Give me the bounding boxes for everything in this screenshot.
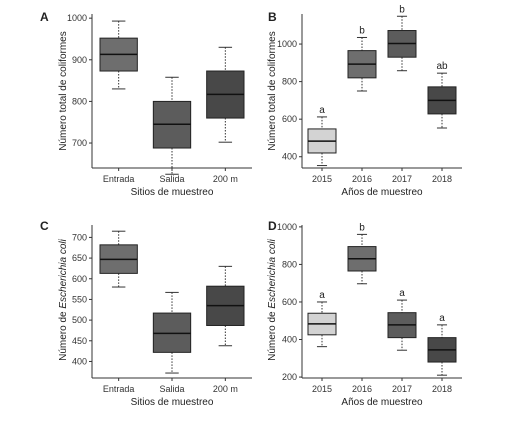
x-axis-title: Años de muestreo: [341, 187, 423, 198]
significance-label: a: [319, 290, 325, 301]
y-tick-label: 700: [72, 138, 87, 148]
x-tick-label: 200 m: [213, 174, 238, 184]
x-axis-title: Sitios de muestreo: [131, 397, 214, 408]
x-tick-label: 2017: [392, 174, 412, 184]
x-tick-label: 2018: [432, 384, 452, 394]
y-tick-label: 400: [72, 356, 87, 366]
x-tick-label: 2018: [432, 174, 452, 184]
y-axis-title-species: Escherichia coli: [58, 238, 69, 308]
box-2018: a: [427, 313, 457, 376]
y-tick-label: 1000: [277, 222, 297, 232]
significance-label: ab: [436, 61, 448, 72]
box-Entrada: [99, 230, 138, 288]
y-tick-label: 700: [72, 232, 87, 242]
box-2016: b: [347, 25, 377, 92]
x-tick-label: 2015: [312, 384, 332, 394]
y-axis-title: Número total de coliformes: [267, 31, 278, 151]
panel-letter: B: [268, 10, 277, 24]
y-axis-title: Número de Escherichia coli: [267, 238, 278, 361]
x-tick-label: Entrada: [103, 174, 135, 184]
box-Entrada: [99, 20, 138, 90]
x-tick-label: 2015: [312, 174, 332, 184]
significance-label: a: [439, 313, 445, 324]
box-2017: a: [387, 288, 417, 351]
significance-label: a: [399, 288, 405, 299]
y-axis-title: Número total de coliformes: [58, 31, 69, 151]
significance-label: b: [399, 4, 405, 15]
box-2016: b: [347, 222, 377, 285]
x-tick-label: Salida: [159, 174, 184, 184]
y-tick-label: 650: [72, 253, 87, 263]
y-tick-label: 800: [282, 77, 297, 87]
panel-B: B 400 600 800 1000 2015 2016 2017 2018 Años de mu…: [267, 4, 462, 198]
x-tick-label: 2016: [352, 384, 372, 394]
y-axis-title-text: Número total de coliformes: [58, 31, 69, 151]
y-tick-label: 800: [72, 96, 87, 106]
panel-letter: D: [268, 219, 277, 233]
significance-label: a: [319, 105, 325, 116]
box-200 m: [206, 265, 245, 347]
panel-C: C 400 450 500 550 600 650 700 Entrada Salida 200 m…: [40, 219, 252, 408]
y-axis-title-text: Número total de coliformes: [267, 31, 278, 151]
y-tick-label: 800: [282, 259, 297, 269]
y-axis-title-text: Número de: [267, 309, 278, 361]
x-tick-label: 2017: [392, 384, 412, 394]
y-tick-label: 600: [72, 274, 87, 284]
x-tick-label: Salida: [159, 384, 184, 394]
box-Salida: [152, 76, 192, 175]
significance-label: b: [359, 25, 365, 36]
y-tick-label: 200: [282, 372, 297, 382]
box-2015: a: [307, 105, 337, 167]
significance-label: b: [359, 222, 365, 233]
y-tick-label: 600: [282, 114, 297, 124]
box-2018: ab: [427, 61, 457, 129]
panel-A: A 700 800 900 1000 Entrada Salida 200 m Sitios d…: [40, 10, 252, 198]
box-Salida: [152, 291, 192, 374]
y-tick-label: 550: [72, 294, 87, 304]
y-axis-title: Número de Escherichia coli: [58, 238, 69, 361]
box-200 m: [206, 46, 245, 143]
y-tick-label: 1000: [67, 13, 87, 23]
panel-D: D 200 400 600 800 1000 2015 2016 2017 2018 Años de…: [267, 219, 462, 408]
y-tick-label: 600: [282, 297, 297, 307]
x-tick-label: 200 m: [213, 384, 238, 394]
y-tick-label: 500: [72, 315, 87, 325]
x-axis-title: Sitios de muestreo: [131, 187, 214, 198]
y-tick-label: 900: [72, 55, 87, 65]
y-tick-label: 450: [72, 336, 87, 346]
y-tick-label: 400: [282, 335, 297, 345]
y-axis-title-text: Número de: [58, 309, 69, 361]
y-axis-title-species: Escherichia coli: [267, 238, 278, 308]
x-tick-label: 2016: [352, 174, 372, 184]
x-axis-title: Años de muestreo: [341, 397, 423, 408]
box-2015: a: [307, 290, 337, 348]
panel-letter: C: [40, 219, 49, 233]
panel-letter: A: [40, 10, 49, 24]
box-2017: b: [387, 4, 417, 72]
x-tick-label: Entrada: [103, 384, 135, 394]
y-tick-label: 400: [282, 152, 297, 162]
y-tick-label: 1000: [277, 39, 297, 49]
